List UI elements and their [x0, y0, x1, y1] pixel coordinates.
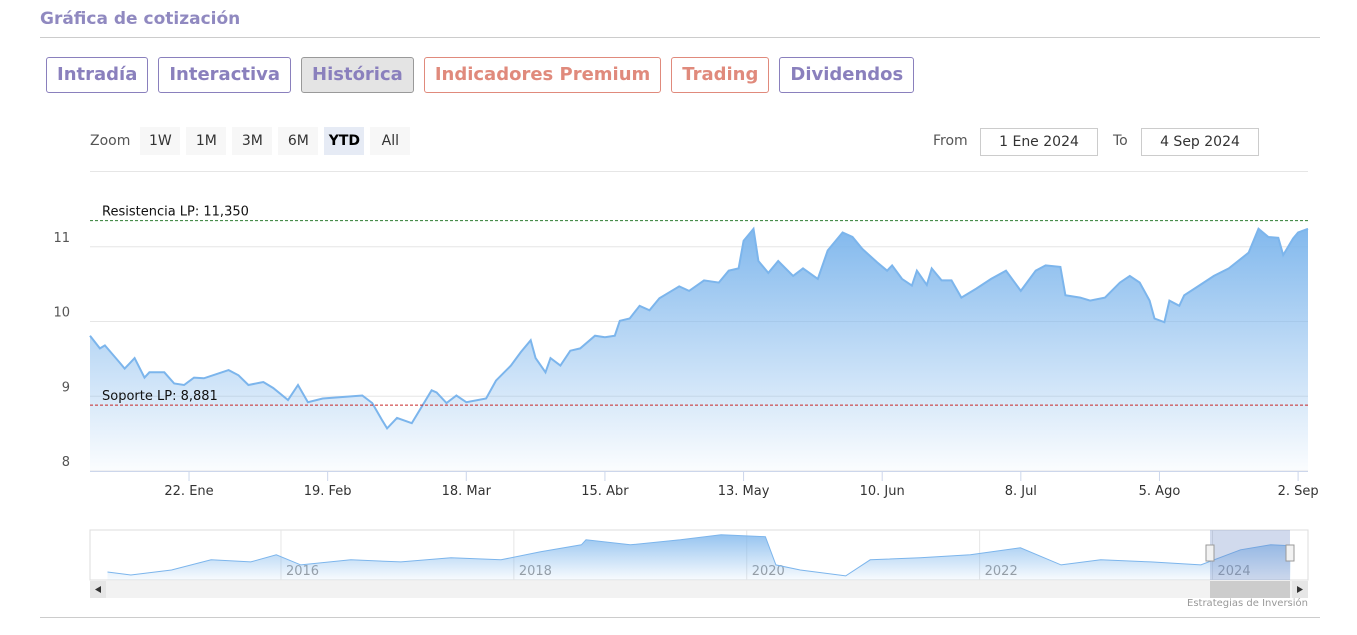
- y-tick-label: 10: [53, 306, 70, 321]
- tab[interactable]: Intradía: [46, 57, 149, 93]
- area: [90, 228, 1308, 471]
- navigator-area: [107, 534, 1291, 580]
- navigator-handle: [1285, 544, 1295, 562]
- x-tick-label: 18. Mar: [442, 484, 492, 499]
- zoom-button[interactable]: All: [370, 127, 411, 155]
- x-tick-label: 22. Ene: [164, 484, 213, 499]
- y-tick-label: 9: [62, 380, 70, 395]
- x-tick-label: 10. Jun: [860, 484, 905, 499]
- y-tick-label: 8: [62, 455, 70, 470]
- x-tick-label: 2. Sep: [1278, 484, 1319, 499]
- zoom-button[interactable]: YTD: [324, 127, 365, 155]
- tab[interactable]: Interactiva: [158, 57, 292, 93]
- zoom-button[interactable]: 1W: [140, 127, 181, 155]
- zoom-button[interactable]: 6M: [278, 127, 319, 155]
- to-input[interactable]: 4 Sep 2024: [1141, 128, 1259, 156]
- tabs: Intradía Interactiva Histórica Indicadores …: [46, 57, 915, 93]
- x-tick-label: 13. May: [718, 484, 770, 499]
- from-input[interactable]: 1 Ene 2024: [980, 128, 1098, 156]
- plot-line-label: Soporte LP: 8,881: [102, 389, 218, 404]
- tab[interactable]: Indicadores Premium: [423, 57, 662, 93]
- line: [89, 226, 1309, 431]
- navigator-selection: [1210, 530, 1290, 580]
- scrollbar-track: [90, 581, 1308, 598]
- tab[interactable]: Dividendos: [779, 57, 915, 93]
- scrollbar-arrow: [1297, 586, 1303, 593]
- x-tick-label: 8. Jul: [1005, 484, 1037, 499]
- navigator-line: [107, 534, 1291, 577]
- x-tick-label: 5. Ago: [1139, 484, 1181, 499]
- title: Gráfica de cotización: [40, 9, 241, 29]
- credits: Estrategias de Inversión: [1187, 597, 1308, 609]
- scrollbar-thumb: [1210, 581, 1290, 598]
- to-label: To: [1113, 133, 1128, 149]
- zoom: Zoom 1W 1M 3M 6M YTD All: [90, 127, 411, 155]
- y-tick-label: 11: [53, 231, 70, 246]
- tab[interactable]: Histórica: [301, 57, 414, 93]
- navigator-handle: [1205, 544, 1215, 562]
- zoom-label: Zoom: [90, 133, 131, 149]
- x-tick-label: 19. Feb: [304, 484, 352, 499]
- tab[interactable]: Trading: [671, 57, 770, 93]
- x-tick-label: 15. Abr: [581, 484, 629, 499]
- zoom-button[interactable]: 3M: [232, 127, 273, 155]
- from-label: From: [933, 133, 968, 149]
- scrollbar-arrow: [95, 586, 101, 593]
- zoom-button[interactable]: 1M: [186, 127, 227, 155]
- plot-line-label: Resistencia LP: 11,350: [102, 205, 249, 220]
